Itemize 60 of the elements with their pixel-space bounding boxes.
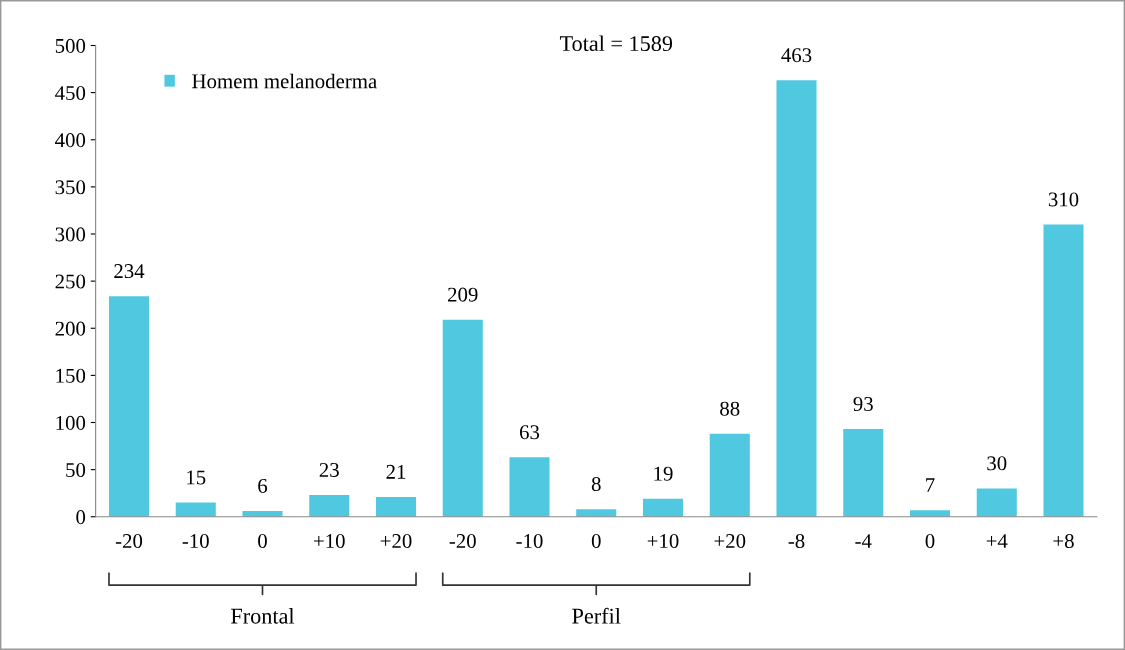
data-label: 310: [1048, 192, 1079, 207]
data-label: 6: [258, 478, 268, 493]
x-tick-label: +20: [714, 534, 746, 549]
data-label: 30: [987, 456, 1007, 471]
bar: [1043, 224, 1084, 517]
y-tick-label: 150: [56, 368, 86, 383]
data-label: 8: [591, 477, 601, 492]
x-tick-label: 0: [258, 534, 267, 549]
y-tick-label: 450: [55, 86, 86, 101]
x-tick-label: -8: [788, 534, 805, 549]
bar: [509, 457, 550, 517]
bar: [843, 429, 884, 517]
bar: [175, 502, 216, 517]
x-tick-label: +8: [1053, 534, 1074, 549]
data-label: 63: [519, 425, 540, 440]
data-label: 19: [654, 466, 673, 481]
y-tick-label: 400: [55, 133, 86, 148]
data-label: 23: [319, 462, 339, 477]
data-label: 88: [720, 401, 740, 416]
bar: [309, 495, 350, 517]
x-tick-label: -20: [449, 534, 476, 549]
annotation: Total = 1589: [559, 35, 673, 52]
bar: [976, 488, 1017, 517]
x-tick-label: -10: [182, 534, 209, 549]
y-tick-label: 100: [56, 415, 86, 430]
bar: [709, 433, 750, 517]
bar: [442, 319, 483, 517]
legend-label: Homem melanoderma: [192, 73, 377, 89]
data-label: 15: [187, 470, 206, 485]
y-tick-label: 350: [55, 180, 86, 195]
x-tick-label: +20: [380, 534, 412, 549]
y-tick-label: 500: [55, 38, 86, 53]
x-tick-label: +4: [986, 534, 1008, 548]
text: Perfil: [572, 607, 621, 624]
y-tick-label: 200: [55, 321, 86, 336]
bar: [108, 296, 150, 517]
x-tick-label: +10: [314, 534, 345, 549]
bar: [642, 498, 684, 517]
bar: [776, 80, 817, 517]
x-tick-label: -4: [855, 534, 872, 548]
bar: [576, 509, 617, 517]
bar: [909, 510, 951, 517]
x-tick-label: 0: [591, 534, 601, 549]
y-tick-label: 300: [55, 227, 86, 242]
x-tick-label: 0: [925, 534, 935, 549]
x-tick-label: -10: [516, 534, 543, 549]
bar: [375, 496, 417, 517]
y-tick-label: 50: [66, 463, 86, 478]
data-label: 234: [114, 264, 145, 279]
x-tick-label: -20: [115, 534, 143, 549]
text: Frontal: [231, 607, 295, 624]
x-tick-label: +10: [647, 534, 679, 549]
data-label: 7: [926, 478, 935, 492]
data-label: 21: [386, 464, 406, 479]
y-tick-label: 0: [76, 510, 86, 525]
data-label: 209: [448, 287, 478, 302]
y-tick-label: 250: [55, 274, 86, 289]
data-label: 93: [853, 396, 873, 411]
data-label: 463: [781, 48, 812, 63]
bar: [242, 511, 283, 517]
